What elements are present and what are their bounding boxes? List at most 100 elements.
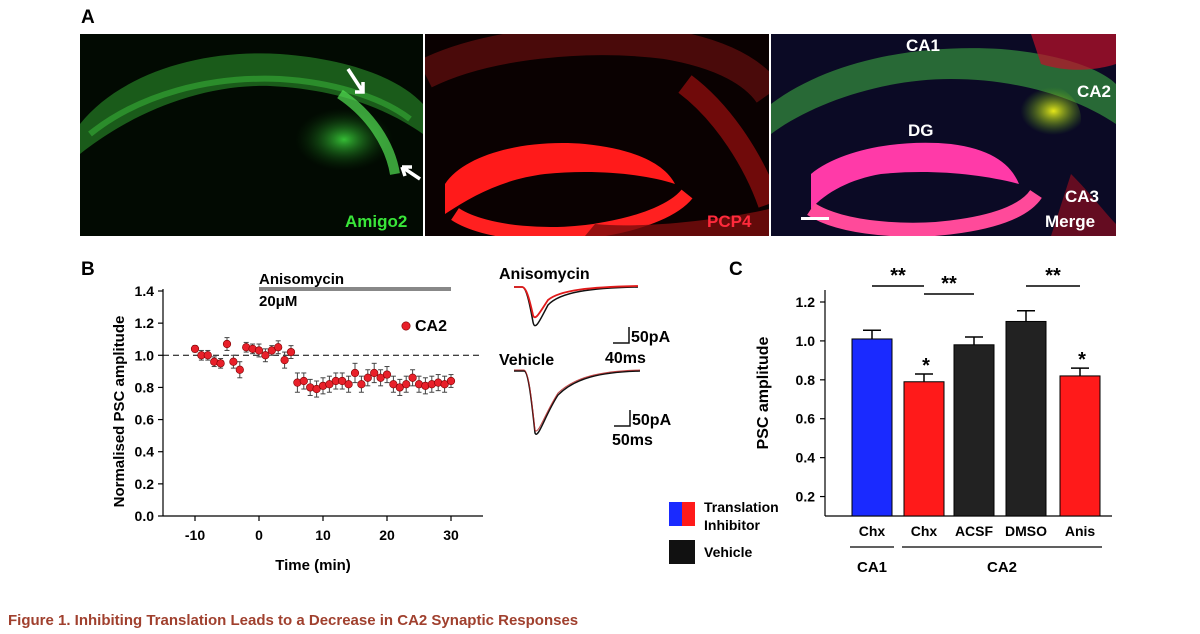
b-treatment-conc: 20μM <box>259 293 297 310</box>
c-category-label: Chx <box>911 523 938 539</box>
scale1-amp: 50pA <box>631 329 671 346</box>
c-bar <box>1005 320 1047 517</box>
b-data-point <box>389 380 398 389</box>
trace-anisomycin-vehicle <box>514 286 639 327</box>
b-data-point <box>197 351 206 360</box>
c-sig-label: ** <box>890 265 906 287</box>
trace-vehicle-red <box>514 369 641 432</box>
b-data-point <box>402 380 411 389</box>
region-label-dg: DG <box>908 121 934 140</box>
region-label-ca3: CA3 <box>1065 187 1100 206</box>
b-data-point <box>203 351 212 360</box>
micro-image-merge <box>771 34 1116 236</box>
b-data-point <box>318 381 328 390</box>
c-y-tick-label: 0.4 <box>796 450 816 466</box>
c-legend-label-1: Translation <box>704 499 779 515</box>
scale-bar-1 <box>613 327 630 344</box>
b-data-point <box>446 376 456 386</box>
c-category-label: Anis <box>1065 523 1096 539</box>
b-data-point <box>222 339 232 349</box>
b-y-tick-label: 0.4 <box>135 444 155 460</box>
panel-a-letter: A <box>81 7 95 28</box>
b-treatment-label: Anisomycin <box>259 271 344 288</box>
c-legend-label-1b: Inhibitor <box>704 517 761 533</box>
b-data-point <box>363 373 372 382</box>
b-data-point <box>261 351 270 360</box>
b-data-point <box>254 346 264 355</box>
trace-vehicle-black <box>514 370 641 435</box>
b-legend-label: CA2 <box>415 318 447 335</box>
b-data-point <box>370 368 379 378</box>
b-data-point <box>216 359 225 368</box>
c-single-star: * <box>922 355 930 377</box>
b-x-tick-label: 20 <box>379 527 395 543</box>
b-data-point <box>242 343 251 352</box>
b-x-tick-label: 0 <box>255 527 263 543</box>
c-group-label: CA1 <box>857 559 887 576</box>
b-legend-marker <box>401 321 411 331</box>
c-y-tick-label: 0.6 <box>796 411 816 427</box>
b-data-point <box>338 376 347 386</box>
b-data-point <box>274 343 283 352</box>
b-data-point <box>395 383 404 392</box>
c-legend-label-2: Vehicle <box>704 544 752 560</box>
scale-bar <box>801 217 829 220</box>
c-bar <box>1059 375 1101 517</box>
c-legend-swatch-black <box>669 540 695 564</box>
c-y-tick-label: 1.0 <box>796 333 816 349</box>
micro-label-merge: Merge <box>1045 212 1096 231</box>
b-data-point <box>408 373 417 382</box>
panel-b-letter: B <box>81 259 95 280</box>
c-single-star: * <box>1078 349 1086 371</box>
b-x-tick-label: 30 <box>443 527 459 543</box>
c-category-label: Chx <box>859 523 886 539</box>
c-y-tick-label: 0.2 <box>796 489 816 505</box>
b-data-point <box>434 378 443 387</box>
trace-label-vehicle: Vehicle <box>499 352 554 369</box>
b-data-point <box>325 380 334 389</box>
c-y-axis-label: PSC amplitude <box>755 336 772 449</box>
b-data-point <box>427 380 436 389</box>
c-bar <box>851 338 893 517</box>
scale-bar-2 <box>614 410 631 427</box>
figure-caption: Figure 1. Inhibiting Translation Leads t… <box>8 612 579 629</box>
trace-anisomycin-drug <box>514 285 639 319</box>
c-y-tick-label: 1.2 <box>796 294 816 310</box>
c-category-label: ACSF <box>955 523 994 539</box>
b-data-point <box>421 381 430 390</box>
b-data-point <box>312 384 321 394</box>
b-data-point <box>331 376 340 386</box>
c-legend-swatch-red <box>682 502 695 526</box>
c-group-label: CA2 <box>987 559 1017 576</box>
panel-c-letter: C <box>729 259 743 280</box>
b-data-point <box>210 357 219 366</box>
b-y-tick-label: 0.2 <box>135 476 155 492</box>
b-x-axis-label: Time (min) <box>275 557 351 574</box>
b-data-point <box>293 378 302 387</box>
b-data-point <box>344 380 353 389</box>
scale2-amp: 50pA <box>632 412 672 429</box>
c-bar <box>953 344 995 517</box>
c-category-label: DMSO <box>1005 523 1047 539</box>
b-y-tick-label: 0.8 <box>135 379 155 395</box>
b-x-tick-label: -10 <box>185 527 205 543</box>
b-y-tick-label: 1.2 <box>135 315 155 331</box>
region-label-ca2: CA2 <box>1077 82 1112 101</box>
c-sig-label: ** <box>941 273 957 295</box>
b-data-point <box>357 380 366 389</box>
b-data-point <box>190 344 200 353</box>
b-y-axis-label: Normalised PSC amplitude <box>111 316 128 508</box>
c-legend-swatch-blue <box>669 502 682 526</box>
b-data-point <box>382 370 392 379</box>
b-data-point <box>248 344 257 353</box>
b-data-point <box>376 373 385 382</box>
micro-image-amigo2 <box>80 34 423 236</box>
b-data-point <box>299 376 308 386</box>
b-data-point <box>280 356 289 365</box>
c-bar <box>903 381 945 517</box>
micro-label-pcp4: PCP4 <box>707 212 752 231</box>
b-y-tick-label: 0.6 <box>135 412 155 428</box>
b-data-point <box>350 368 360 378</box>
arrow-icon-2 <box>400 165 421 181</box>
b-data-point <box>267 346 276 355</box>
